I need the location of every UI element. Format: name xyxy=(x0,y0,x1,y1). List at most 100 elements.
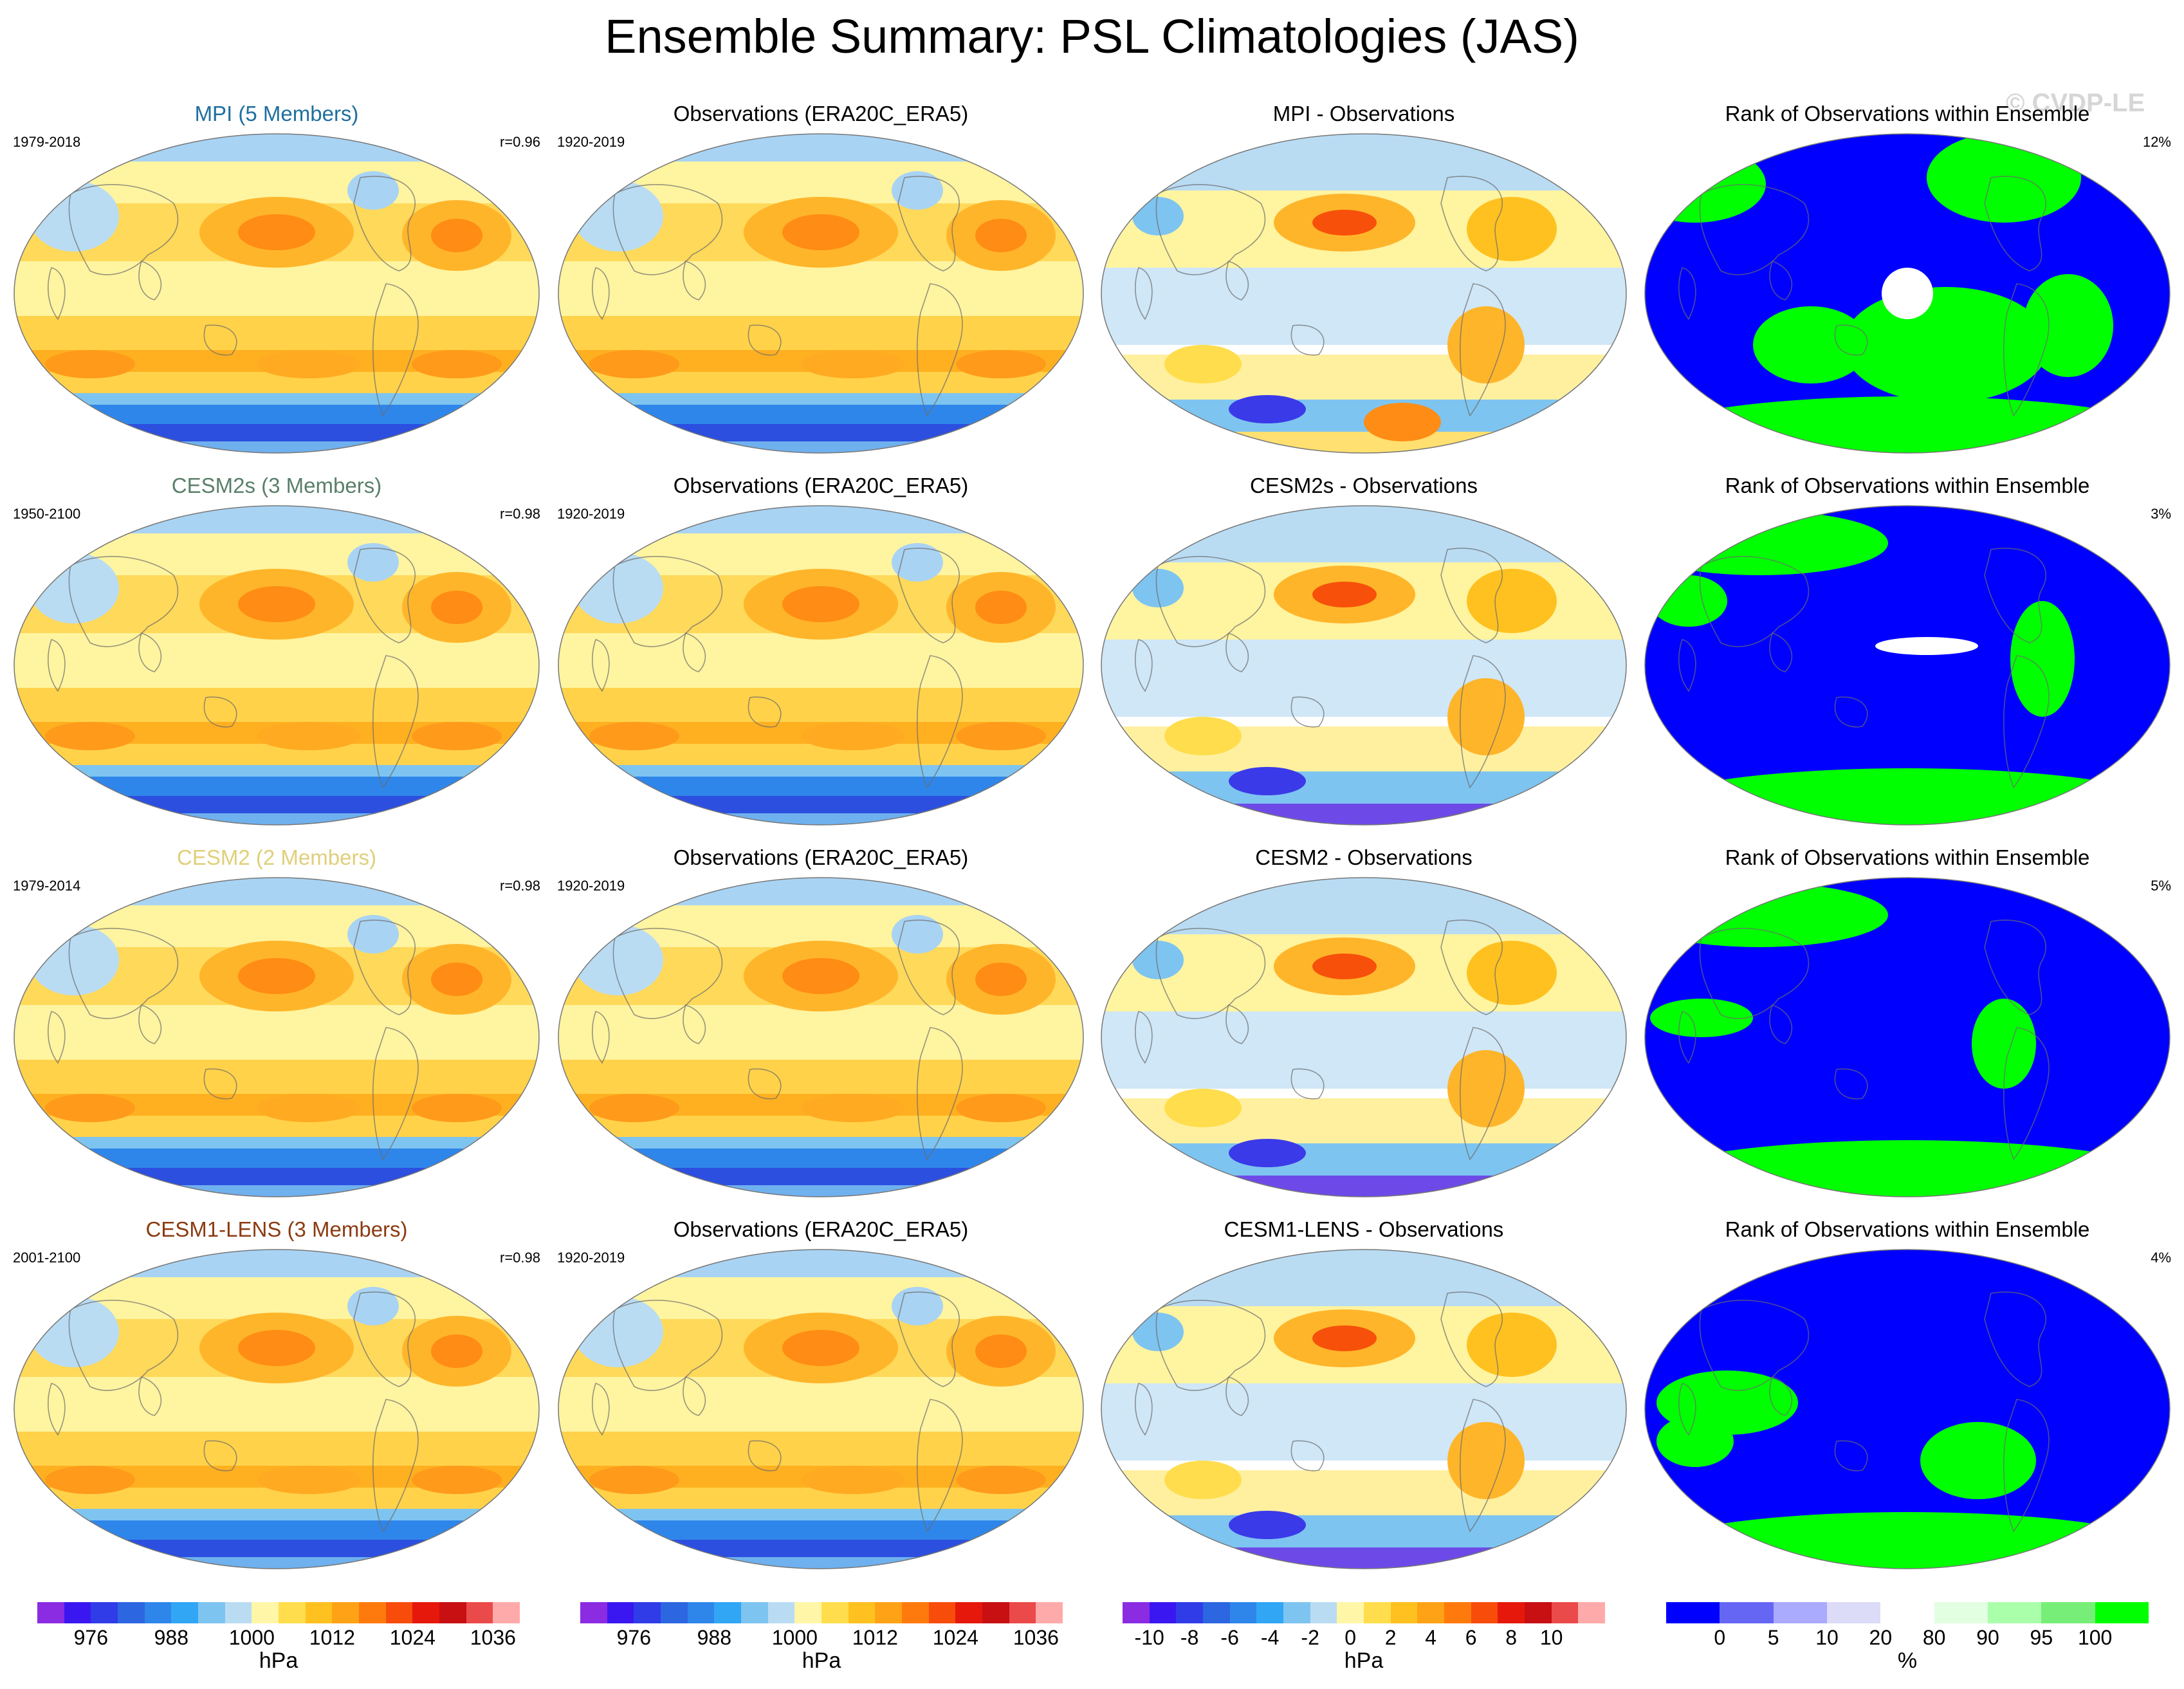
contour-band xyxy=(1101,268,1626,345)
high-pressure-core xyxy=(431,219,482,252)
map-outline xyxy=(14,1249,540,1569)
colorbar-swatch xyxy=(982,1602,1009,1623)
contour-band xyxy=(14,1250,539,1284)
colorbar-tick-label: 1036 xyxy=(470,1626,516,1649)
coastline xyxy=(138,260,162,300)
map-model xyxy=(14,505,540,826)
colorbar-swatch xyxy=(305,1602,333,1623)
colorbar-swatch xyxy=(1826,1602,1881,1623)
coastline xyxy=(372,655,419,789)
contour-band xyxy=(14,1185,539,1197)
coastline xyxy=(1290,1440,1325,1472)
coastline xyxy=(897,1291,960,1387)
positive-anomaly xyxy=(1164,1089,1242,1127)
low-pressure-region xyxy=(892,1287,943,1325)
map-outline xyxy=(558,505,1084,826)
map-outline xyxy=(558,1249,1084,1569)
contour-band xyxy=(1101,1547,1626,1569)
coastline xyxy=(1135,1011,1153,1064)
high-pressure-cell xyxy=(45,1466,135,1494)
map-rank xyxy=(1644,1249,2170,1569)
coastline xyxy=(138,1004,162,1044)
coastline xyxy=(612,928,723,1019)
coastline xyxy=(897,919,960,1015)
colorbar-swatch xyxy=(1498,1602,1525,1623)
contour-band xyxy=(558,1520,1083,1542)
coastline xyxy=(203,696,237,728)
contour-band xyxy=(558,1005,1083,1063)
coastline xyxy=(1135,639,1153,692)
low-pressure-region xyxy=(347,1287,399,1325)
map-outline xyxy=(1644,877,2170,1197)
high-pressure-cell xyxy=(802,1094,904,1122)
contour-band xyxy=(558,1149,1083,1170)
panel-title-obs: Observations (ERA20C_ERA5) xyxy=(673,845,969,869)
coastline xyxy=(353,548,416,643)
contour-band xyxy=(1101,1176,1626,1197)
coastline xyxy=(1440,176,1503,272)
colorbar-swatch xyxy=(1176,1602,1204,1623)
contour-band xyxy=(1101,640,1626,717)
colorbar-tick-label: 4 xyxy=(1425,1626,1437,1649)
colorbar-swatch xyxy=(794,1602,822,1623)
contour-band xyxy=(1101,432,1626,453)
colorbar-unit: hPa xyxy=(1344,1648,1384,1673)
coastline xyxy=(917,1027,963,1161)
coastline xyxy=(1155,556,1266,647)
map-outline xyxy=(14,505,540,826)
colorbar-tick-label: 976 xyxy=(73,1626,109,1649)
coastline xyxy=(592,1383,610,1436)
map-rank xyxy=(1644,133,2170,454)
contour-band xyxy=(558,1557,1083,1569)
map-outline xyxy=(1644,1249,2170,1569)
negative-anomaly xyxy=(1229,1139,1306,1167)
colorbar-swatch xyxy=(1390,1602,1418,1623)
coastline xyxy=(1834,1068,1868,1100)
positive-anomaly xyxy=(1164,1461,1242,1499)
coastline xyxy=(1769,632,1793,672)
coastline xyxy=(1440,1291,1503,1387)
rank-above-ensemble-region xyxy=(1645,1140,2170,1197)
high-pressure-core xyxy=(431,963,482,996)
colorbar-tick-label: 0 xyxy=(1714,1626,1726,1649)
contour-band xyxy=(558,441,1083,453)
colorbar-tick-label: 1036 xyxy=(1013,1626,1059,1649)
positive-anomaly xyxy=(1467,569,1557,633)
colorbar-tick-label: -2 xyxy=(1301,1626,1319,1649)
coastline xyxy=(1290,696,1325,728)
percent-label: 5% xyxy=(2151,878,2171,894)
panel-title-obs: Observations (ERA20C_ERA5) xyxy=(673,474,969,497)
colorbar-tick-label: 0 xyxy=(1344,1626,1357,1649)
colorbar-swatch xyxy=(1149,1602,1177,1623)
map-outline xyxy=(1101,1249,1627,1569)
colorbar-swatch xyxy=(1417,1602,1445,1623)
contour-band xyxy=(14,441,539,453)
high-pressure-cell xyxy=(589,722,679,750)
colorbar-swatch xyxy=(875,1602,903,1623)
map-rank xyxy=(1644,877,2170,1197)
coastline xyxy=(1225,1004,1249,1044)
coastline xyxy=(592,1011,610,1064)
positive-anomaly xyxy=(1447,678,1525,755)
year-range-label: 1979-2018 xyxy=(13,134,81,150)
negative-anomaly xyxy=(1132,569,1184,607)
coastline xyxy=(353,1291,416,1387)
coastline xyxy=(48,1383,66,1436)
colorbar-tick-label: 1024 xyxy=(389,1626,436,1649)
coastline xyxy=(683,1004,706,1044)
colorbar-tick-label: -10 xyxy=(1134,1626,1164,1649)
map-diff xyxy=(1101,133,1627,454)
high-pressure-cell xyxy=(802,722,904,750)
year-range-label: 1920-2019 xyxy=(557,506,625,522)
negative-anomaly xyxy=(1132,941,1184,979)
positive-anomaly xyxy=(1364,403,1441,441)
colorbar-swatch xyxy=(1578,1602,1606,1623)
high-pressure-core xyxy=(782,214,859,250)
colorbar-swatch xyxy=(493,1602,520,1623)
high-pressure-cell xyxy=(589,1094,679,1122)
rank-above-ensemble-region xyxy=(1927,134,2081,223)
colorbar-tick-label: -8 xyxy=(1180,1626,1199,1649)
colorbar-swatch xyxy=(1337,1602,1364,1623)
colorbar-swatch xyxy=(1525,1602,1552,1623)
contour-band xyxy=(14,1509,539,1522)
